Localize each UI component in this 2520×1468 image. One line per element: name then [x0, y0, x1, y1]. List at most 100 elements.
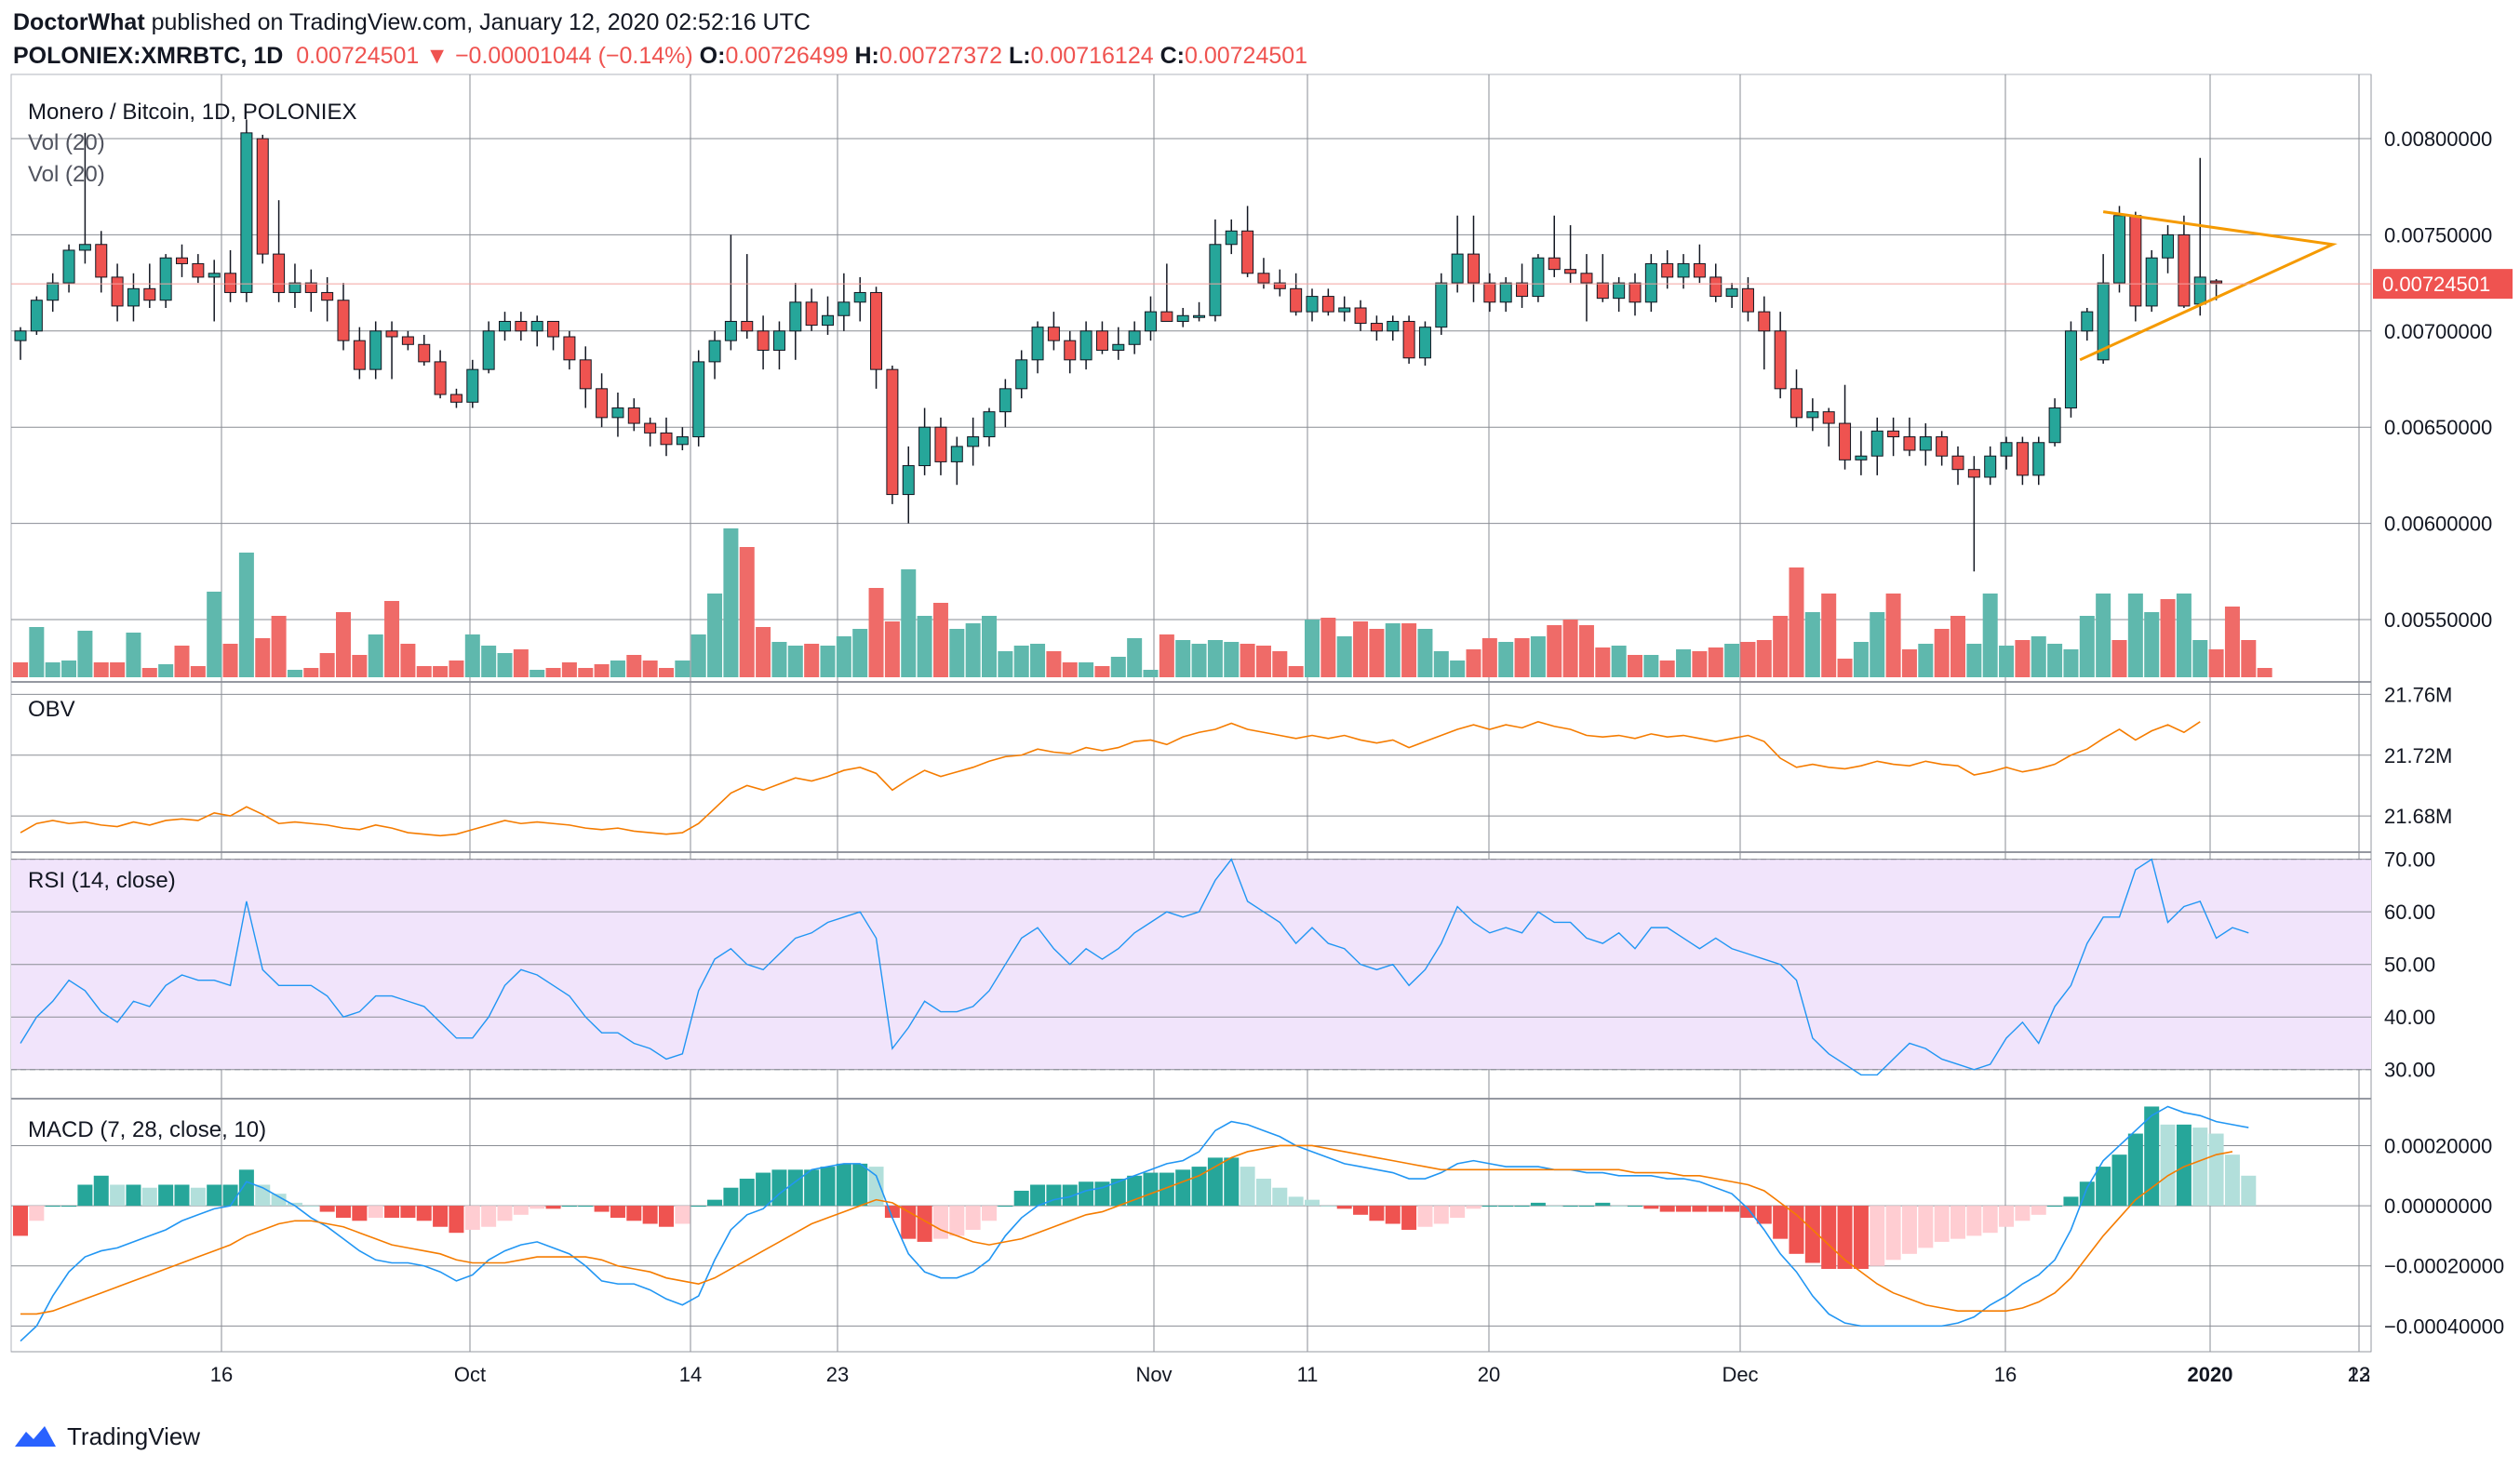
publisher-line: DoctorWhat published on TradingView.com,… [13, 6, 2507, 39]
candle-body [385, 330, 398, 338]
volume-bar [2079, 616, 2095, 677]
candle-body [1919, 436, 1932, 451]
volume-bar [1062, 662, 1078, 677]
macd-histogram-bar [1272, 1187, 1288, 1207]
macd-histogram-bar [207, 1184, 222, 1207]
volume-bar [756, 627, 771, 677]
volume-bar [1336, 636, 1352, 677]
volume-bar [1562, 620, 1578, 677]
candle-body [822, 314, 834, 327]
macd-histogram-bar [2144, 1106, 2160, 1207]
candle-body [627, 407, 640, 424]
candle-body [449, 394, 462, 403]
author-name[interactable]: DoctorWhat [13, 9, 145, 35]
candle-body [530, 320, 543, 332]
macd-histogram-bar [271, 1194, 287, 1207]
macd-histogram-bar [1676, 1206, 1692, 1212]
volume-bar [1708, 647, 1723, 677]
candle-body [596, 388, 609, 419]
price-change: −0.00001044 (−0.14%) [454, 43, 693, 69]
price-tick-label: 0.00550000 [2384, 608, 2492, 632]
volume-bar [2031, 636, 2046, 677]
volume-bar [1175, 640, 1191, 677]
volume-bar [707, 594, 723, 677]
candle-body [1451, 253, 1464, 284]
macd-histogram-bar [1950, 1206, 1965, 1239]
candle-body [1209, 244, 1222, 316]
candle-body [30, 300, 43, 332]
volume-bar [1628, 655, 1642, 677]
macd-histogram-bar [1837, 1206, 1853, 1269]
volume-bar [384, 601, 400, 677]
obv-tick-label: 21.76M [2384, 683, 2452, 706]
price-tick-label: 0.00650000 [2384, 416, 2492, 439]
macd-histogram-bar [642, 1206, 658, 1224]
volume-bar [1756, 640, 1772, 677]
candle-body [838, 301, 851, 316]
macd-histogram-bar [1578, 1206, 1594, 1208]
candle-body [499, 320, 511, 332]
last-price-tag-label: 0.00724501 [2382, 273, 2490, 296]
macd-histogram-bar [723, 1187, 739, 1207]
macd-histogram-bar [352, 1206, 368, 1221]
volume-bar [2224, 607, 2240, 677]
triangle-pattern-line [2079, 210, 2338, 362]
volume-bar [255, 638, 271, 677]
volume-bar [1207, 640, 1223, 677]
volume-bar [368, 634, 383, 677]
candle-body [14, 330, 27, 341]
macd-histogram-bar [1207, 1157, 1223, 1207]
candle-body [805, 301, 818, 327]
obv-tick-label: 21.72M [2384, 744, 2452, 767]
volume-bar [287, 670, 302, 677]
macd-histogram-bar [222, 1184, 238, 1207]
volume-bar [45, 662, 60, 677]
candle-body [708, 340, 721, 363]
macd-histogram-bar [1175, 1169, 1191, 1207]
macd-histogram-bar [1756, 1206, 1772, 1224]
candle-body [967, 436, 980, 447]
volume-bar [1046, 651, 1062, 677]
volume-bar [141, 668, 157, 677]
volume-bar [1481, 638, 1497, 677]
candle-body [1644, 262, 1657, 303]
macd-histogram-bar [1999, 1206, 2015, 1227]
volume-bar [1870, 612, 1885, 677]
macd-histogram-bar [1305, 1199, 1320, 1207]
macd-histogram-bar [2079, 1181, 2095, 1207]
macd-histogram-bar [756, 1172, 771, 1207]
volume-bar [513, 649, 529, 677]
macd-histogram-bar [1982, 1206, 1998, 1234]
candle-body [2016, 442, 2029, 476]
volume-bar [126, 633, 141, 677]
macd-histogram-bar [1918, 1206, 1934, 1248]
volume-indicator-label: Vol (20) [28, 130, 105, 155]
volume-bar [626, 655, 642, 677]
quote-line: POLONIEX:XMRBTC, 1D 0.00724501 ▼ −0.0000… [13, 39, 2507, 73]
candle-body [1822, 411, 1835, 424]
volume-bar [1740, 642, 1756, 677]
volume-bar [1773, 616, 1789, 677]
volume-bar [868, 588, 884, 677]
candle-body [2081, 311, 2094, 332]
candle-body [2000, 442, 2013, 457]
macd-histogram-bar [1870, 1206, 1885, 1266]
macd-histogram-bar [675, 1206, 690, 1224]
volume-bar [1255, 646, 1271, 677]
candle-body [789, 301, 802, 332]
candle-body [208, 273, 221, 278]
volume-bar [1821, 594, 1837, 677]
candle-body [918, 426, 932, 467]
candle-body [1499, 282, 1512, 303]
candle-body [1806, 411, 1819, 419]
candle-body [1290, 287, 1303, 313]
volume-bar [174, 646, 190, 677]
macd-histogram-bar [29, 1206, 45, 1221]
candle-body [1015, 359, 1028, 390]
macd-histogram-bar [384, 1206, 400, 1219]
brand-name[interactable]: TradingView [67, 1421, 201, 1450]
candle-body [288, 282, 302, 293]
time-tick-label: 20 [1478, 1363, 1500, 1386]
macd-histogram-bar [400, 1206, 416, 1219]
